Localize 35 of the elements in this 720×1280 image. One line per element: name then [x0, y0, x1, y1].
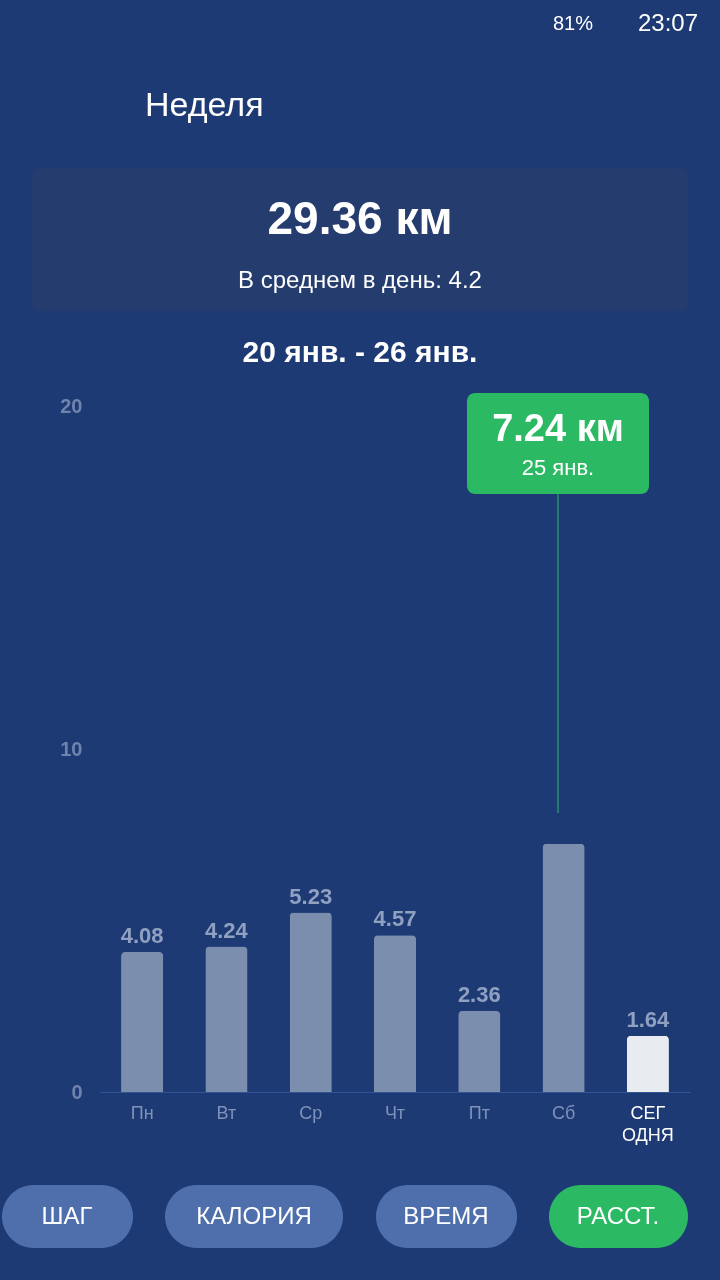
data-label: 4.24	[205, 917, 249, 943]
data-label: 4.08	[120, 923, 164, 949]
x-tick-label: Пн	[130, 1102, 154, 1123]
text: ВРЕМЯ	[403, 1202, 489, 1229]
y-tick-label: 20	[60, 394, 83, 417]
y-tick-label: 0	[71, 1080, 83, 1103]
text: 23:07	[637, 9, 699, 36]
text: РАССТ.	[576, 1202, 660, 1229]
x-tick-label: Ср	[299, 1102, 323, 1123]
bar	[626, 1035, 669, 1092]
bar	[458, 1011, 501, 1092]
annotation: 7.24 км	[492, 407, 624, 449]
x-tick-label: Сб	[551, 1102, 576, 1123]
bar	[205, 946, 248, 1092]
data-label: 4.57	[373, 906, 417, 932]
y-tick-label: 10	[60, 737, 83, 760]
bar	[289, 912, 332, 1092]
text: КАЛОРИЯ	[196, 1202, 312, 1229]
text: В среднем в день: 4.2	[238, 266, 482, 293]
data-label: 1.64	[626, 1006, 671, 1032]
annotation: 25 янв.	[521, 455, 595, 480]
bar	[542, 843, 585, 1092]
bar	[121, 952, 164, 1092]
data-label: 5.23	[289, 883, 333, 909]
text: 20 янв. - 26 янв.	[242, 335, 478, 368]
x-tick-label: СЕГ ОДНЯ	[621, 1102, 674, 1145]
bar	[373, 935, 417, 1092]
chart-title: Неделя	[145, 85, 264, 123]
x-tick-label: Пт	[468, 1102, 490, 1123]
data-label: 2.36	[457, 982, 501, 1008]
x-tick-label: Чт	[384, 1102, 406, 1123]
text: ШАГ	[41, 1202, 93, 1229]
chart-subtitle: 29.36 км	[267, 192, 453, 244]
text: 81%	[552, 12, 594, 34]
x-tick-label: Вт	[216, 1102, 237, 1123]
